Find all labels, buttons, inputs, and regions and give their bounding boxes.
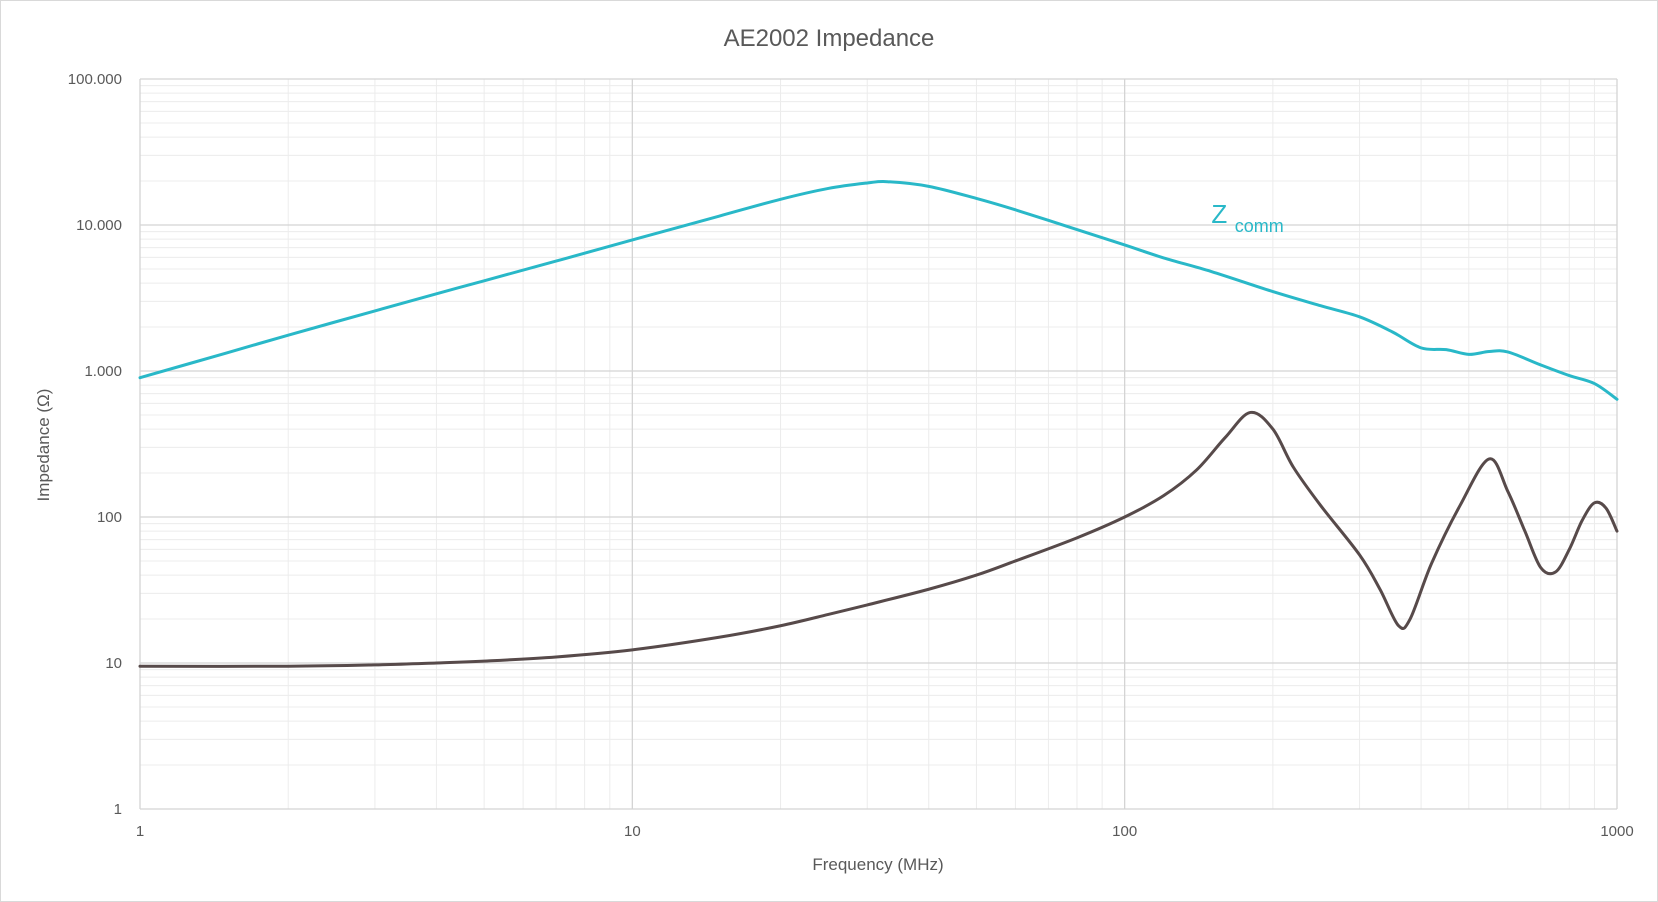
zcomm-annotation-main: Z (1211, 199, 1227, 229)
y-tick-label: 100.000 (68, 71, 122, 88)
minor-gridlines (140, 79, 1617, 809)
series-line-z-diff (138, 410, 1619, 668)
x-axis-title: Frequency (MHz) (812, 855, 943, 874)
major-gridlines (139, 78, 1618, 810)
x-tick-labels: 1 10 100 1000 (136, 823, 1634, 840)
y-axis-title: Impedance (Ω) (34, 389, 53, 502)
x-tick-label: 10 (624, 823, 641, 840)
x-tick-label: 100 (1112, 823, 1137, 840)
y-tick-label: 10 (105, 655, 122, 672)
y-tick-labels: 1 10 100 1.000 10.000 100.000 (68, 71, 122, 818)
x-tick-label: 1 (136, 823, 144, 840)
y-tick-label: 100 (97, 509, 122, 526)
chart-title: AE2002 Impedance (724, 25, 935, 52)
x-tick-label: 1000 (1600, 823, 1633, 840)
y-tick-label: 10.000 (76, 217, 122, 234)
y-tick-label: 1 (114, 801, 122, 818)
zcomm-annotation-sub: comm (1235, 216, 1284, 236)
zcomm-annotation: Z comm (1211, 199, 1283, 236)
y-tick-label: 1.000 (84, 363, 122, 380)
series-line-z-comm (138, 179, 1619, 401)
series-layer (138, 179, 1619, 668)
